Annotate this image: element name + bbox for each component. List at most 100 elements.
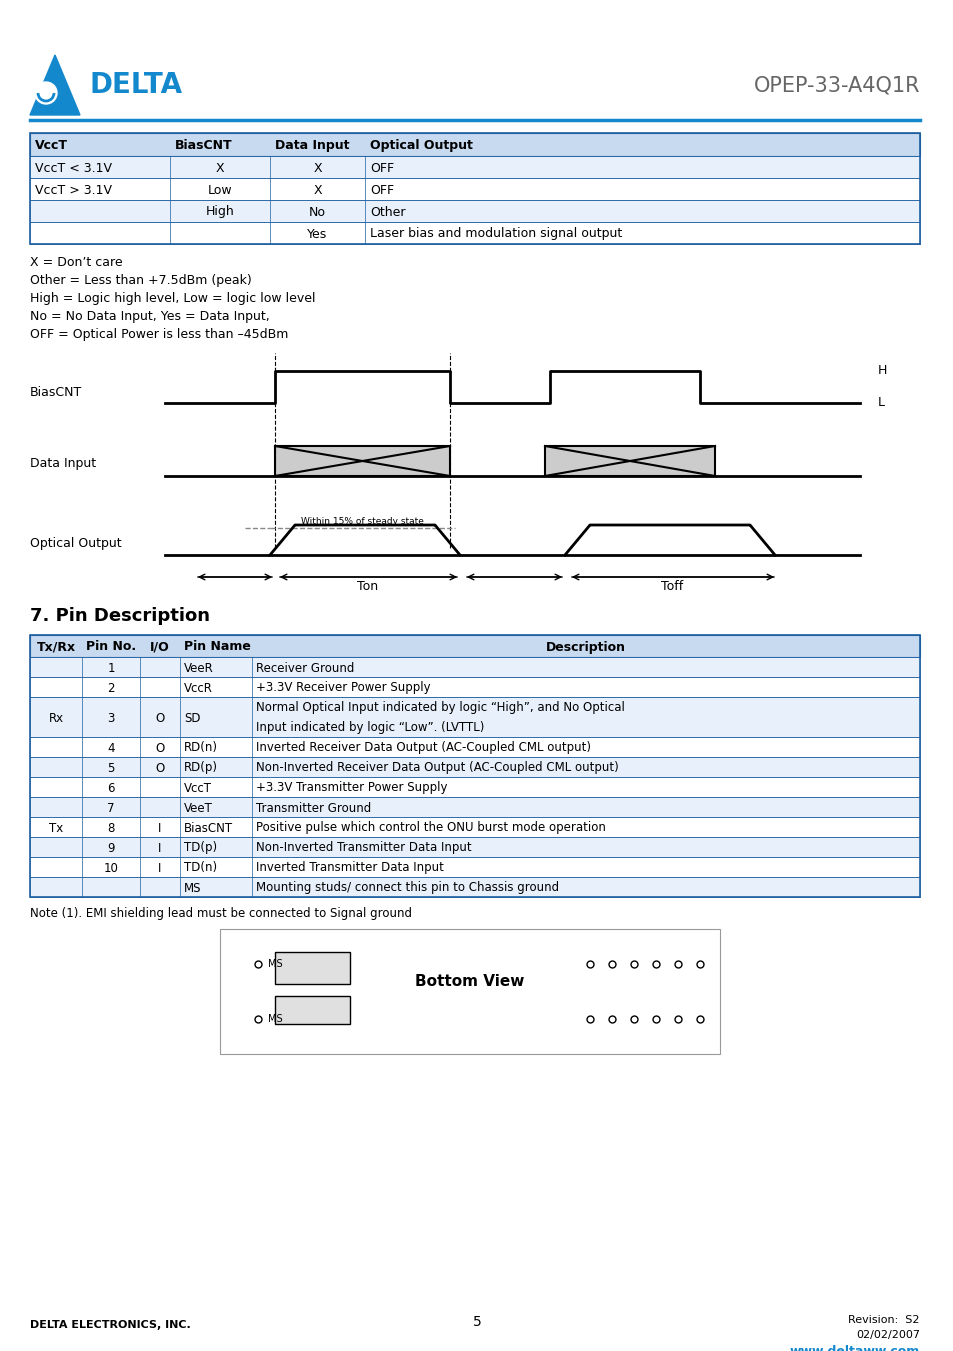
Text: Pin Name: Pin Name — [184, 640, 251, 654]
Text: MS: MS — [268, 959, 282, 969]
Text: No: No — [309, 205, 326, 219]
Text: Rx: Rx — [49, 712, 64, 724]
Text: Optical Output: Optical Output — [30, 536, 121, 550]
Text: Inverted Transmitter Data Input: Inverted Transmitter Data Input — [255, 862, 443, 874]
Text: Within 15% of steady state: Within 15% of steady state — [301, 517, 423, 526]
Text: Optical Output: Optical Output — [370, 139, 473, 153]
Text: 5: 5 — [472, 1315, 481, 1329]
Bar — [30, 657, 919, 677]
Text: VccR: VccR — [184, 681, 213, 694]
Text: 3: 3 — [107, 712, 114, 724]
Text: Pin No.: Pin No. — [86, 640, 136, 654]
Text: 7. Pin Description: 7. Pin Description — [30, 607, 210, 626]
Text: Inverted Receiver Data Output (AC-Coupled CML output): Inverted Receiver Data Output (AC-Couple… — [255, 742, 590, 754]
Text: RD(n): RD(n) — [184, 742, 218, 754]
Bar — [220, 929, 720, 1054]
Bar — [30, 155, 919, 178]
Text: RD(p): RD(p) — [184, 762, 218, 774]
Text: Non-Inverted Transmitter Data Input: Non-Inverted Transmitter Data Input — [255, 842, 471, 854]
Text: Low: Low — [208, 184, 233, 196]
Text: Data Input: Data Input — [274, 139, 349, 153]
Bar — [30, 200, 919, 222]
Text: Positive pulse which control the ONU burst mode operation: Positive pulse which control the ONU bur… — [255, 821, 605, 835]
Bar — [30, 178, 919, 200]
Bar — [30, 132, 919, 245]
Text: BiasCNT: BiasCNT — [184, 821, 233, 835]
Text: SD: SD — [184, 712, 200, 724]
Text: I/O: I/O — [150, 640, 170, 654]
Text: I: I — [158, 821, 161, 835]
Text: Tx: Tx — [49, 821, 63, 835]
Text: Normal Optical Input indicated by logic “High”, and No Optical: Normal Optical Input indicated by logic … — [255, 701, 624, 715]
Text: VeeT: VeeT — [184, 801, 213, 815]
Text: Data Input: Data Input — [30, 457, 96, 470]
Bar — [30, 697, 919, 738]
Text: Receiver Ground: Receiver Ground — [255, 662, 354, 674]
Text: No = No Data Input, Yes = Data Input,: No = No Data Input, Yes = Data Input, — [30, 309, 270, 323]
Text: Transmitter Ground: Transmitter Ground — [255, 801, 371, 815]
Text: TD(p): TD(p) — [184, 842, 217, 854]
Text: 1: 1 — [107, 662, 114, 674]
Text: 9: 9 — [107, 842, 114, 854]
Bar — [30, 132, 919, 155]
Bar — [30, 635, 919, 897]
Text: Other = Less than +7.5dBm (peak): Other = Less than +7.5dBm (peak) — [30, 274, 252, 286]
Text: Yes: Yes — [307, 227, 327, 240]
Bar — [30, 677, 919, 697]
Text: OFF: OFF — [370, 184, 394, 196]
Bar — [30, 757, 919, 777]
Text: Laser bias and modulation signal output: Laser bias and modulation signal output — [370, 227, 621, 240]
Text: X: X — [313, 162, 321, 174]
Text: VccT > 3.1V: VccT > 3.1V — [35, 184, 112, 196]
Text: DELTA: DELTA — [90, 72, 183, 99]
Text: VccT < 3.1V: VccT < 3.1V — [35, 162, 112, 174]
Text: 02/02/2007: 02/02/2007 — [855, 1329, 919, 1340]
Text: 4: 4 — [107, 742, 114, 754]
Text: 2: 2 — [107, 681, 114, 694]
Text: VeeR: VeeR — [184, 662, 213, 674]
Text: O: O — [155, 762, 165, 774]
Text: Revision:  S2: Revision: S2 — [847, 1315, 919, 1325]
Text: +3.3V Transmitter Power Supply: +3.3V Transmitter Power Supply — [255, 781, 447, 794]
Text: Ton: Ton — [356, 580, 377, 593]
Text: L: L — [877, 396, 884, 409]
Text: H: H — [877, 365, 886, 377]
Text: Other: Other — [370, 205, 405, 219]
Bar — [30, 777, 919, 797]
Bar — [544, 446, 714, 476]
Text: 7: 7 — [107, 801, 114, 815]
Polygon shape — [30, 55, 80, 115]
Text: High: High — [206, 205, 234, 219]
Text: VccT: VccT — [35, 139, 68, 153]
Text: Input indicated by logic “Low”. (LVTTL): Input indicated by logic “Low”. (LVTTL) — [255, 721, 484, 735]
Text: Toff: Toff — [660, 580, 682, 593]
Bar — [30, 797, 919, 817]
Text: VccT: VccT — [184, 781, 212, 794]
Text: O: O — [155, 712, 165, 724]
Text: Non-Inverted Receiver Data Output (AC-Coupled CML output): Non-Inverted Receiver Data Output (AC-Co… — [255, 762, 618, 774]
Text: Description: Description — [545, 640, 625, 654]
Text: X: X — [313, 184, 321, 196]
Text: OPEP-33-A4Q1R: OPEP-33-A4Q1R — [753, 76, 919, 95]
Text: 6: 6 — [107, 781, 114, 794]
Text: O: O — [155, 742, 165, 754]
Text: I: I — [158, 842, 161, 854]
Bar — [30, 838, 919, 857]
Text: High = Logic high level, Low = logic low level: High = Logic high level, Low = logic low… — [30, 292, 315, 305]
Bar — [274, 996, 350, 1024]
Bar — [274, 952, 350, 984]
Text: www.deltaww.com: www.deltaww.com — [789, 1346, 919, 1351]
Bar — [30, 635, 919, 657]
Bar — [30, 738, 919, 757]
Bar — [30, 877, 919, 897]
Text: Tx/Rx: Tx/Rx — [36, 640, 75, 654]
Text: 5: 5 — [107, 762, 114, 774]
Text: BiasCNT: BiasCNT — [30, 386, 82, 400]
Bar — [30, 817, 919, 838]
Bar — [30, 857, 919, 877]
Text: 8: 8 — [107, 821, 114, 835]
Text: X: X — [215, 162, 224, 174]
Bar — [274, 446, 450, 476]
Text: MS: MS — [268, 1015, 282, 1024]
Text: I: I — [158, 862, 161, 874]
